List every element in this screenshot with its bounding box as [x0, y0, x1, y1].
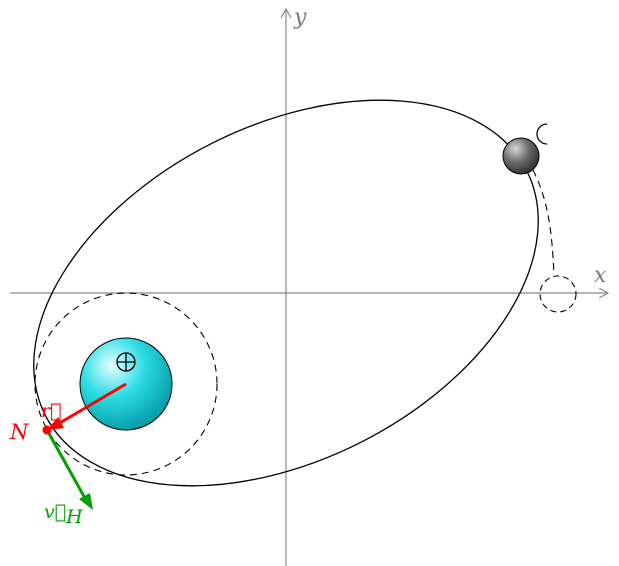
vh-vector-label: v⃗H [44, 501, 83, 528]
velocity-vector [45, 429, 88, 501]
point-n-label: N [9, 420, 29, 444]
vh-vector-subscript: H [65, 506, 83, 528]
position-arrowhead [47, 417, 64, 430]
vh-vector-symbol: v⃗ [44, 501, 66, 523]
x-axis-label: x [594, 263, 607, 288]
r-vector-label: r⃗ [41, 400, 61, 422]
point-n [42, 425, 52, 435]
moon-icon [536, 123, 548, 145]
moon-sphere [502, 137, 540, 175]
velocity-arrowhead [79, 493, 93, 510]
y-axis-label: y [293, 5, 307, 30]
earth-dashed-circle [34, 292, 218, 476]
moon-dashed-circle [539, 275, 577, 313]
position-vector [57, 382, 127, 426]
moon-dashed-path [532, 169, 555, 276]
earth-icon [116, 352, 136, 372]
